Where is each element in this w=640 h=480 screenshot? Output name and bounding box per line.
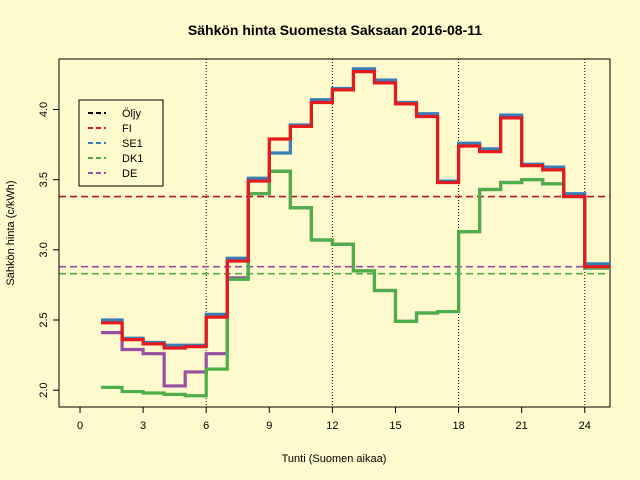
x-tick-label: 18: [452, 420, 464, 432]
legend-box: [78, 99, 164, 187]
reference-lines: [59, 195, 610, 275]
x-tick-label: 15: [389, 420, 401, 432]
vertical-gridlines: [205, 59, 586, 407]
x-axis-label: Tunti (Suomen aikaa): [282, 453, 387, 465]
x-axis: 0 3 6 9 12 15 18 21 24: [77, 406, 591, 432]
x-tick-label: 24: [579, 420, 591, 432]
y-axis: 2.0 2.5 3.0 3.5 4.0: [38, 102, 60, 398]
series-line-fi: [101, 70, 610, 350]
x-tick-label: 6: [203, 420, 209, 432]
series-line-se1: [101, 67, 610, 347]
legend-label: DK1: [122, 153, 143, 165]
y-tick-label: 3.0: [38, 242, 50, 257]
x-tick-label: 3: [140, 420, 146, 432]
y-tick-label: 3.5: [38, 172, 50, 187]
y-tick-label: 2.0: [38, 383, 50, 398]
chart-title: Sähkön hinta Suomesta Saksaan 2016-08-11: [188, 22, 482, 38]
x-tick-label: 9: [266, 420, 272, 432]
y-tick-label: 2.5: [38, 312, 50, 327]
y-axis-label: Sähkön hinta (c/kWh): [5, 180, 17, 285]
legend: Öljy FI SE1 DK1 DE: [78, 99, 164, 187]
legend-label: SE1: [122, 138, 143, 150]
legend-label: FI: [122, 123, 132, 135]
x-tick-label: 0: [77, 420, 83, 432]
legend-label: Öljy: [122, 108, 141, 120]
series-line-dk1: [101, 169, 610, 398]
legend-label: DE: [122, 168, 137, 180]
series-line-de: [101, 169, 610, 388]
series-lines: [101, 67, 610, 398]
x-tick-label: 12: [326, 420, 338, 432]
x-tick-label: 21: [516, 420, 528, 432]
y-tick-label: 4.0: [38, 102, 50, 117]
